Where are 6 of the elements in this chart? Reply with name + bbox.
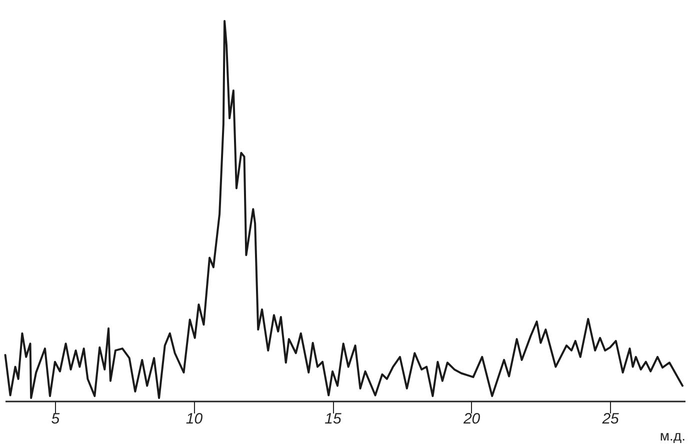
x-tick-label: 15 — [324, 410, 342, 428]
x-tick-label: 20 — [462, 410, 481, 428]
x-tick-label: 5 — [51, 410, 60, 428]
x-axis-title: м.д. — [660, 428, 686, 444]
x-tick-label: 10 — [186, 410, 204, 428]
x-tick-label: 25 — [601, 410, 620, 428]
